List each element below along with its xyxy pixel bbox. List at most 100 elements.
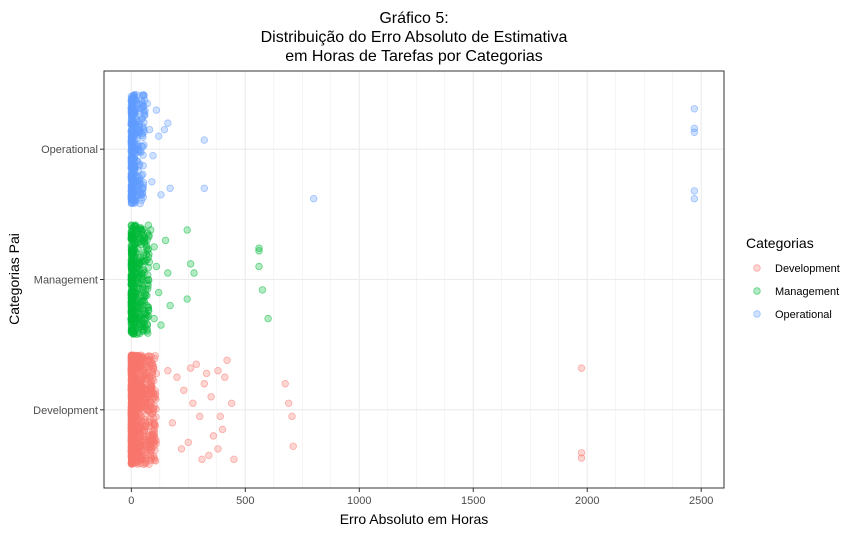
data-point-management [140, 266, 148, 274]
y-axis-label: Categorias Pai [6, 233, 22, 325]
data-point-management [144, 303, 153, 311]
data-point-development [142, 401, 150, 410]
legend-title: Categorias [746, 235, 814, 251]
data-point-development [141, 386, 149, 394]
data-point-operational [138, 91, 146, 99]
x-tick-label: 1000 [347, 495, 371, 507]
data-point-operational [128, 154, 137, 162]
data-point-development [216, 412, 224, 421]
data-point-operational [127, 120, 136, 129]
data-point-development [137, 374, 146, 382]
data-point-operational [166, 184, 174, 192]
data-point-operational [141, 111, 149, 119]
data-point-development [200, 380, 208, 388]
data-point-development [148, 431, 157, 439]
data-point-development [130, 448, 138, 457]
data-point-operational [139, 161, 147, 170]
data-point-operational [690, 195, 699, 203]
data-point-development [128, 435, 136, 444]
data-point-development [128, 363, 137, 371]
data-point-development [207, 393, 215, 401]
data-point-operational [690, 105, 699, 113]
data-point-development [149, 362, 158, 370]
data-point-development [137, 412, 145, 420]
data-point-operational [139, 124, 148, 132]
data-point-development [146, 372, 154, 381]
data-point-development [152, 369, 161, 378]
data-point-management [258, 286, 267, 294]
data-point-management [147, 226, 155, 234]
data-point-operational [133, 142, 142, 150]
data-point-operational [138, 185, 147, 193]
data-point-development [284, 399, 293, 407]
data-point-operational [137, 196, 146, 204]
data-point-development [196, 412, 204, 421]
data-point-development [137, 354, 145, 362]
data-point-management [150, 243, 158, 251]
data-point-development [202, 369, 211, 378]
data-point-development [577, 364, 586, 372]
y-tick-label: Operational [41, 144, 98, 156]
data-point-development [137, 442, 145, 450]
data-point-operational [148, 178, 156, 186]
x-tick-label: 0 [128, 495, 134, 507]
data-point-development [127, 377, 136, 385]
data-point-management [128, 292, 136, 300]
data-point-management [133, 270, 142, 278]
data-point-development [135, 437, 143, 446]
data-point-operational [143, 99, 152, 108]
data-point-management [136, 298, 144, 306]
data-point-management [142, 250, 150, 259]
data-point-development [151, 435, 159, 443]
data-point-operational [133, 178, 141, 187]
chart-title: Gráfico 5: Distribuição do Erro Absoluto… [261, 10, 568, 65]
legend-key-operational [753, 310, 761, 318]
data-point-management [152, 262, 161, 271]
data-point-management [131, 318, 139, 326]
data-point-operational [139, 151, 147, 159]
data-point-operational [128, 111, 136, 120]
data-point-development [129, 454, 137, 462]
data-point-operational [129, 163, 138, 171]
data-point-management [143, 280, 152, 288]
data-points [127, 91, 699, 469]
x-tick-label: 1500 [461, 495, 485, 507]
data-point-development [214, 367, 222, 375]
data-point-operational [157, 191, 165, 199]
x-tick-label: 500 [236, 495, 254, 507]
data-point-development [230, 455, 238, 464]
data-point-development [218, 425, 227, 434]
data-point-development [186, 364, 195, 372]
data-point-development [137, 417, 146, 426]
data-point-development [147, 383, 156, 392]
y-tick-label: Development [33, 405, 98, 417]
data-point-management [190, 269, 198, 277]
legend-key-management [753, 287, 761, 295]
data-point-management [144, 263, 153, 272]
data-point-development [149, 404, 157, 413]
data-point-development [198, 455, 206, 464]
data-point-operational [310, 195, 318, 203]
data-point-operational [164, 119, 172, 127]
data-point-development [184, 438, 193, 447]
data-point-operational [160, 125, 169, 134]
data-point-development [223, 356, 231, 364]
data-point-management [140, 326, 148, 334]
data-point-operational [127, 95, 136, 104]
data-point-management [127, 312, 136, 321]
data-point-development [192, 360, 201, 368]
data-point-management [186, 260, 195, 268]
data-point-management [128, 261, 137, 269]
data-point-development [180, 386, 188, 394]
data-point-operational [152, 106, 161, 114]
data-point-operational [690, 124, 699, 133]
data-point-development [143, 390, 152, 399]
data-point-development [127, 415, 136, 424]
data-point-operational [155, 132, 163, 140]
data-point-management [183, 295, 191, 303]
data-point-management [157, 321, 165, 329]
data-point-development [150, 418, 159, 427]
data-point-management [138, 283, 147, 291]
y-axis: Development Management Operational [33, 144, 104, 417]
